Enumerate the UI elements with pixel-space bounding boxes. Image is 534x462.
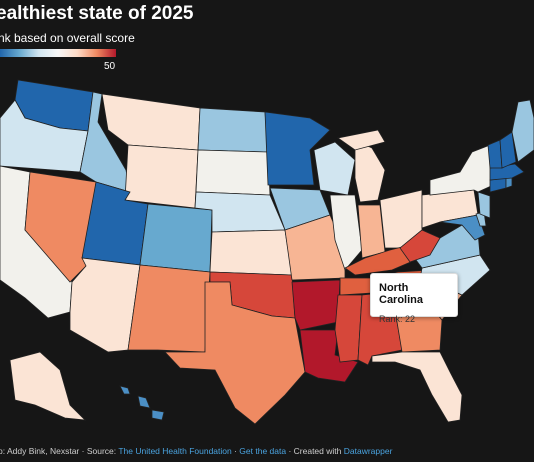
datawrapper-link[interactable]: Datawrapper [343,446,393,456]
state-north-dakota[interactable] [197,107,269,153]
state-wyoming[interactable] [124,144,199,209]
legend-max-label: 50 [104,61,116,72]
state-colorado[interactable] [139,203,213,273]
state-nevada[interactable] [24,171,97,283]
state-michigan-upper[interactable] [337,129,386,151]
state-new-mexico[interactable] [127,264,211,353]
state-texas[interactable] [164,281,306,425]
state-west-virginia[interactable] [399,229,441,263]
footer-credit-text: p: Addy Bink, Nexstar · Source: [0,446,119,456]
footer-separator: · [231,446,240,456]
state-maryland[interactable] [439,214,486,241]
tooltip-state-name: North Carolina [379,282,424,306]
state-new-jersey[interactable] [477,191,491,219]
state-tooltip: North Carolina Rank: 22 [370,273,458,324]
state-mississippi[interactable] [334,294,363,363]
map-subtitle: nk based on overall score [0,31,135,45]
state-maine[interactable] [511,99,534,163]
state-south-dakota[interactable] [195,149,271,196]
color-scale-legend [0,49,116,57]
state-illinois[interactable] [329,194,363,271]
source-link[interactable]: The United Health Foundation [118,446,232,456]
get-data-link[interactable]: Get the data [239,446,287,456]
tooltip-rank: Rank: 22 [379,314,416,324]
state-montana[interactable] [101,93,201,151]
state-wisconsin[interactable] [313,141,356,196]
state-minnesota[interactable] [264,111,331,186]
state-kansas[interactable] [209,229,293,276]
state-alaska[interactable] [9,351,87,421]
footer-created-with: · Created with [286,446,344,456]
state-rhode-island[interactable] [505,177,513,189]
map-title: ealthiest state of 2025 [0,3,194,24]
state-hawaii[interactable] [119,385,165,421]
state-new-hampshire[interactable] [499,131,517,169]
footer-credits: p: Addy Bink, Nexstar · Source: The Unit… [0,446,392,456]
state-michigan[interactable] [354,139,386,203]
state-arkansas[interactable] [291,279,341,331]
state-florida[interactable] [371,351,463,423]
